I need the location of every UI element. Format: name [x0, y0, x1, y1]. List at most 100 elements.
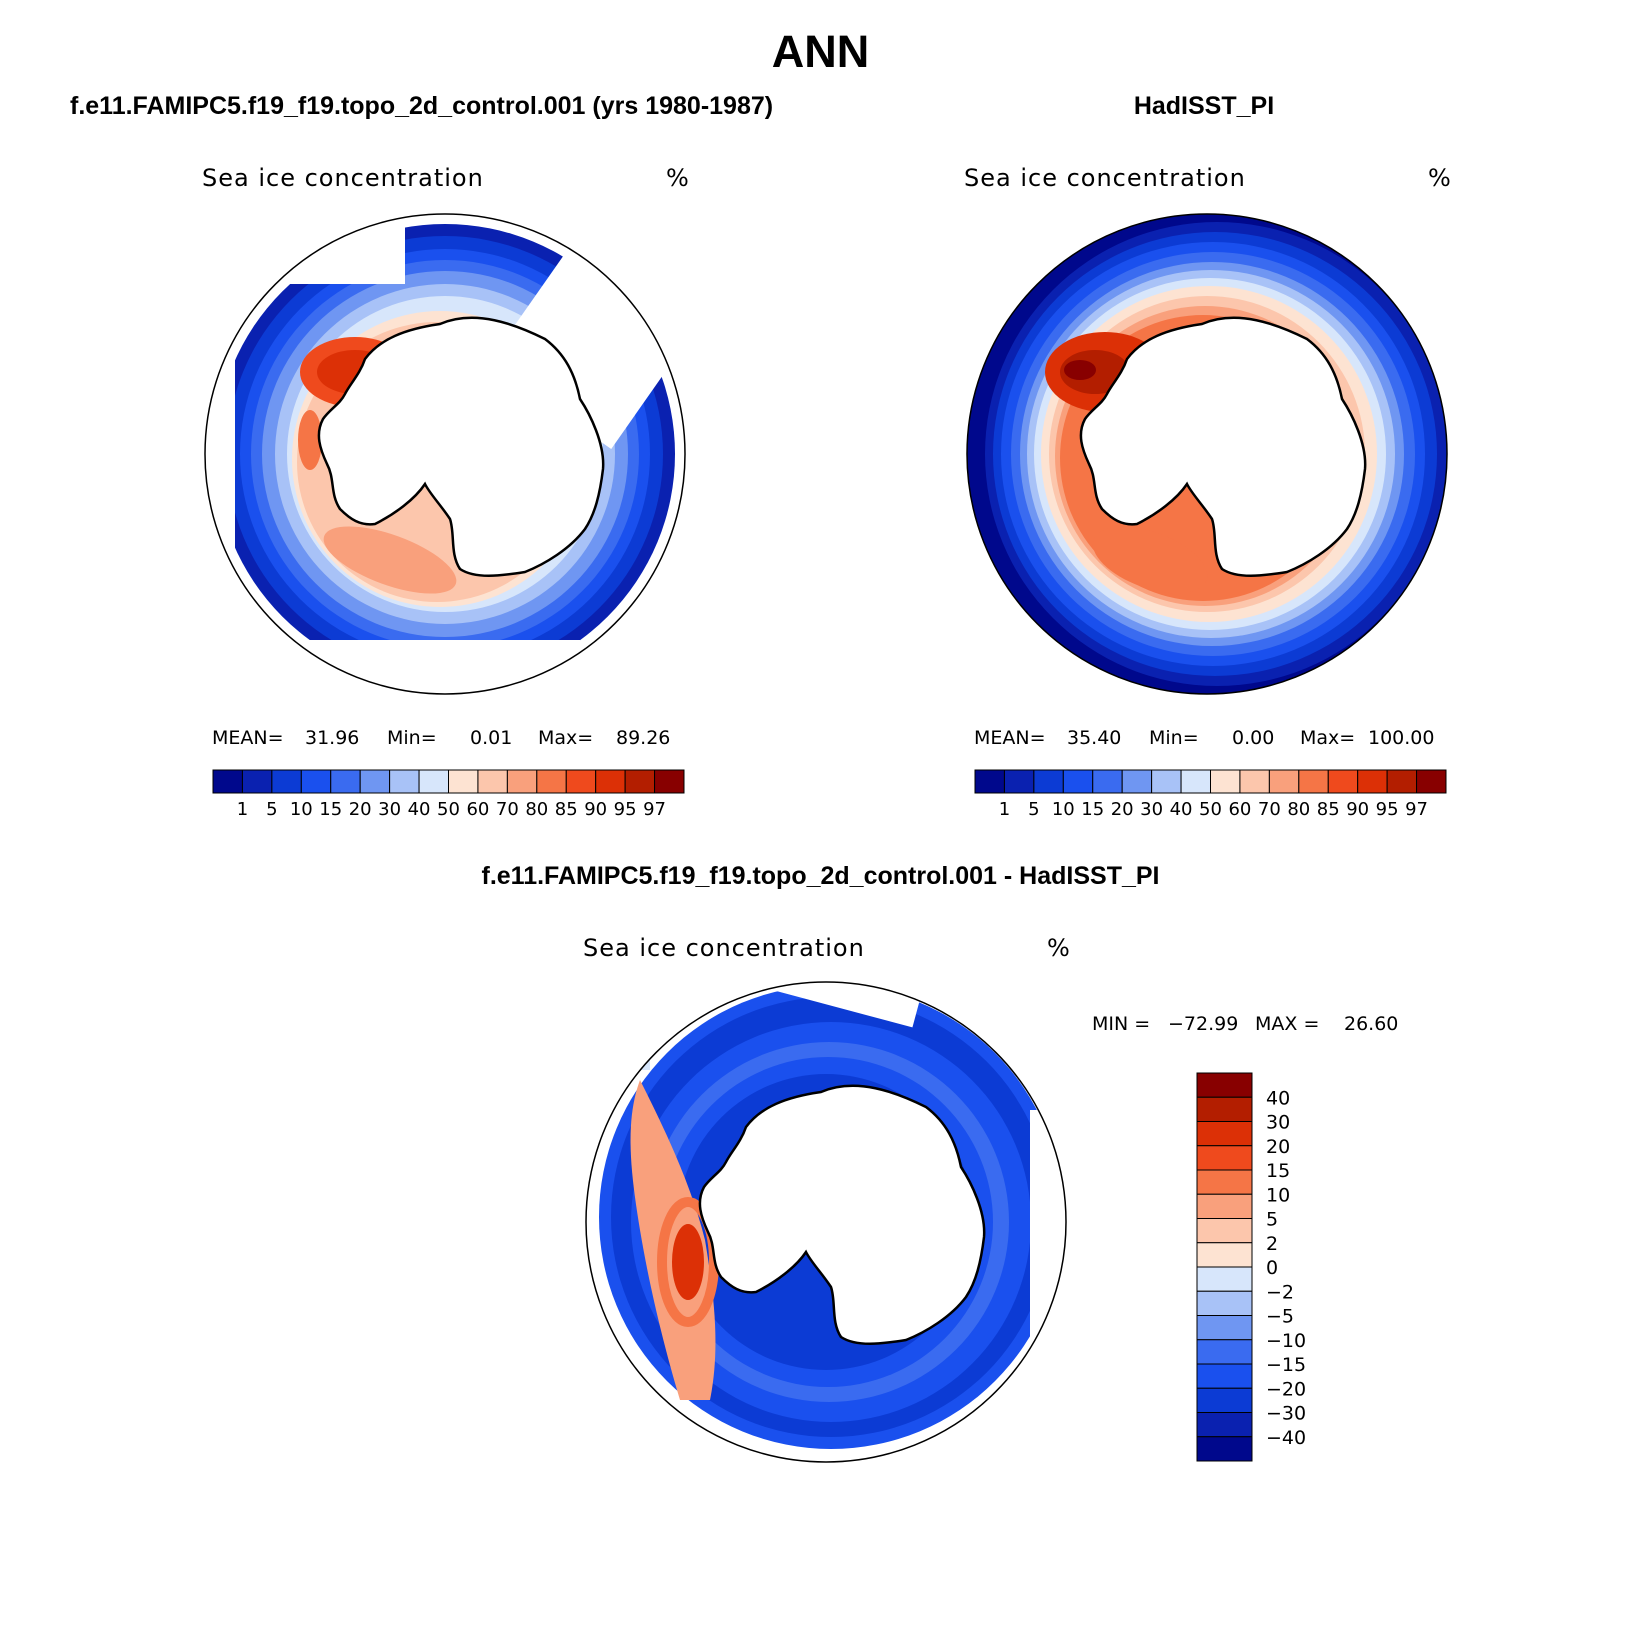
panel-3-colorbar-swatch-6 — [1196, 1218, 1253, 1244]
panel-3-colorbar-tick-label-5: 5 — [1266, 1209, 1278, 1231]
panel-2-colorbar-tick-label-7: 50 — [1199, 799, 1222, 820]
panel-3-colorbar-tick-label-6: 2 — [1266, 1233, 1278, 1255]
panel-1-colorbar-swatch-7 — [418, 769, 449, 794]
panel-1-colorbar-tick-label-11: 85 — [555, 799, 578, 820]
panel-1-colorbar-tick-label-6: 40 — [408, 799, 431, 820]
panel-1-colorbar-swatch-1 — [241, 769, 273, 794]
panel-1-map — [204, 213, 686, 695]
panel-1-variable-label: Sea ice concentration — [202, 164, 484, 192]
panel-1-colorbar-tick-label-7: 50 — [437, 799, 460, 820]
panel-3-colorbar-swatch-2 — [1196, 1121, 1253, 1147]
panel-2-max-value: 100.00 — [1368, 727, 1435, 749]
panel-2-max-label: Max= — [1300, 727, 1356, 749]
panel-3-positive-anomaly-core — [672, 1224, 704, 1300]
panel-1-colorbar-swatch-15 — [654, 769, 685, 794]
panel-3-colorbar-swatch-0 — [1196, 1072, 1253, 1098]
panel-3-colorbar-swatch-15 — [1196, 1436, 1253, 1462]
panel-3-colorbar-swatch-14 — [1196, 1412, 1253, 1438]
panel-1-colorbar-swatch-10 — [506, 769, 538, 794]
panel-1-data-gap — [205, 300, 235, 560]
panel-2-colorbar-tick-label-11: 85 — [1317, 799, 1340, 820]
panel-2-colorbar-swatch-4 — [1092, 769, 1123, 794]
panel-2-min-value: 0.00 — [1232, 727, 1275, 749]
panel-1-colorbar-swatch-0 — [212, 769, 243, 794]
panel-3-colorbar-swatch-8 — [1196, 1266, 1253, 1292]
panel-2-colorbar-tick-label-9: 70 — [1258, 799, 1281, 820]
panel-2-colorbar-swatch-1 — [1003, 769, 1035, 794]
panel-2-colorbar-tick-label-3: 15 — [1081, 799, 1104, 820]
panel-2-colorbar-swatch-12 — [1327, 769, 1359, 794]
panel-2-ross-sea-ice — [1092, 526, 1208, 594]
panel-1-data-gap — [260, 640, 580, 694]
panel-1-colorbar-tick-label-12: 90 — [584, 799, 607, 820]
panel-3-colorbar-tick-label-2: 20 — [1266, 1136, 1290, 1158]
panel-1-colorbar-swatch-13 — [595, 769, 626, 794]
panel-3-colorbar-tick-label-8: −2 — [1266, 1281, 1294, 1303]
panel-2-colorbar-tick-label-1: 5 — [1028, 799, 1039, 820]
panel-3-colorbar-swatch-7 — [1196, 1242, 1253, 1268]
panel-3-units-label: % — [1047, 934, 1071, 962]
panel-3-max-label: MAX = — [1255, 1013, 1320, 1035]
panel-3-colorbar-tick-label-3: 15 — [1266, 1160, 1290, 1182]
panel-3-weak-negative — [620, 1000, 650, 1070]
panel-2-colorbar-tick-label-0: 1 — [999, 799, 1010, 820]
panel-3-colorbar-swatch-10 — [1196, 1315, 1253, 1341]
panel-1-colorbar-tick-label-5: 30 — [378, 799, 401, 820]
panel-1-colorbar-tick-label-1: 5 — [266, 799, 277, 820]
panel-2-variable-label: Sea ice concentration — [964, 164, 1246, 192]
panel-2-colorbar-swatch-9 — [1239, 769, 1270, 794]
panel-1-colorbar-tick-label-9: 70 — [496, 799, 519, 820]
panel-3-colorbar-swatch-11 — [1196, 1339, 1253, 1365]
panel-2-colorbar-tick-label-5: 30 — [1140, 799, 1163, 820]
panel-2-units-label: % — [1428, 164, 1452, 192]
panel-2-colorbar-swatch-15 — [1416, 769, 1447, 794]
panel-1-colorbar: 1 5 10 15 20 30 40 50 60 70 80 85 90 95 97 — [212, 769, 685, 820]
panel-1-colorbar-swatch-5 — [359, 769, 391, 794]
panel-2-colorbar-tick-label-4: 20 — [1111, 799, 1134, 820]
panel-1-mean-label: MEAN= — [212, 727, 284, 749]
panel-3-colorbar-tick-label-0: 40 — [1266, 1087, 1290, 1109]
panel-3-max-value: 26.60 — [1344, 1013, 1399, 1035]
figure-title: ANN — [771, 26, 870, 77]
panel-3-colorbar-swatch-13 — [1196, 1387, 1253, 1413]
panel-1-colorbar-swatch-6 — [389, 769, 420, 794]
panel-3-min-label: MIN = — [1092, 1013, 1151, 1035]
panel-3-variable-label: Sea ice concentration — [583, 934, 865, 962]
panel-2-colorbar-swatch-7 — [1180, 769, 1211, 794]
panel-3-colorbar-tick-label-11: −15 — [1266, 1354, 1306, 1376]
panel-3-data-gap — [777, 982, 923, 1028]
panel-1-title: f.e11.FAMIPC5.f19_f19.topo_2d_control.00… — [70, 92, 774, 120]
panel-3-colorbar-tick-label-7: 0 — [1266, 1257, 1278, 1279]
panel-1-colorbar-tick-label-10: 80 — [525, 799, 548, 820]
panel-1-peninsula-sea-ice — [298, 410, 322, 470]
panel-3-map — [585, 981, 1067, 1463]
panel-3-map-boundary — [585, 981, 1067, 1463]
panel-2-colorbar-swatch-3 — [1062, 769, 1094, 794]
panel-2-colorbar-swatch-14 — [1386, 769, 1418, 794]
panel-1-colorbar-swatch-12 — [565, 769, 597, 794]
panel-2-min-label: Min= — [1149, 727, 1199, 749]
panel-1-min-label: Min= — [387, 727, 437, 749]
panel-3-colorbar-tick-label-1: 30 — [1266, 1112, 1290, 1134]
panel-1-colorbar-swatch-4 — [330, 769, 361, 794]
panel-1-colorbar-tick-label-13: 95 — [614, 799, 637, 820]
panel-2-colorbar-tick-label-13: 95 — [1376, 799, 1399, 820]
panel-2-colorbar-swatch-11 — [1298, 769, 1329, 794]
panel-3-colorbar-tick-label-9: −5 — [1266, 1306, 1294, 1328]
panel-3-colorbar-swatch-1 — [1196, 1096, 1253, 1122]
panel-3-colorbar-swatch-5 — [1196, 1193, 1253, 1219]
panel-2-weddell-sea-ice-peak — [1064, 360, 1096, 380]
panel-2-title: HadISST_PI — [1133, 92, 1275, 120]
panel-1-units-label: % — [666, 164, 690, 192]
panel-1-map-boundary — [204, 213, 686, 695]
panel-2-colorbar-tick-label-6: 40 — [1170, 799, 1193, 820]
panel-3-colorbar-tick-label-4: 10 — [1266, 1184, 1290, 1206]
panel-1-colorbar-swatch-8 — [448, 769, 479, 794]
panel-2-colorbar-swatch-8 — [1210, 769, 1241, 794]
panel-2-colorbar-tick-label-10: 80 — [1287, 799, 1310, 820]
panel-1-min-value: 0.01 — [470, 727, 513, 749]
panel-3-colorbar-swatch-4 — [1196, 1169, 1253, 1195]
panel-2-mean-value: 35.40 — [1067, 727, 1122, 749]
panel-1-colorbar-tick-label-14: 97 — [643, 799, 666, 820]
